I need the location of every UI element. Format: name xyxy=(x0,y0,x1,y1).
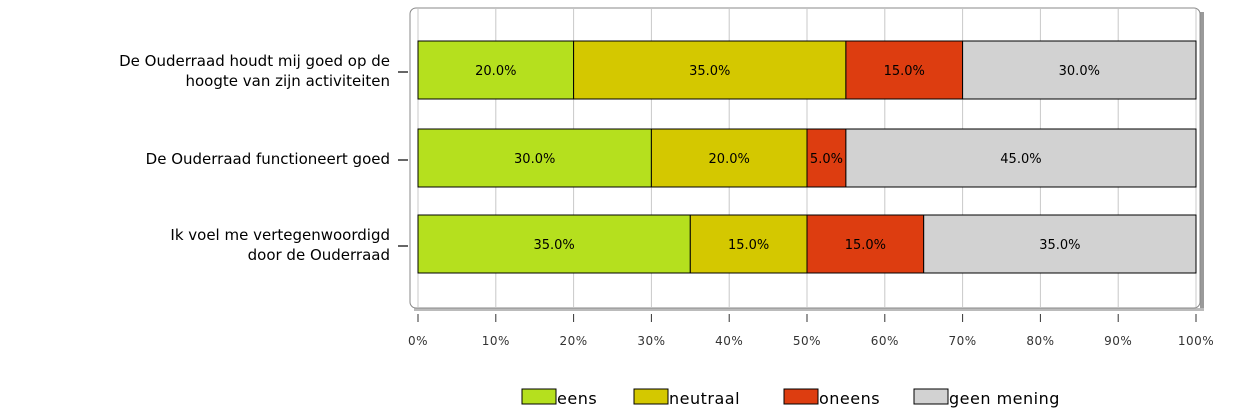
bar-segment-oneens xyxy=(845,40,964,100)
legend-label-geen-mening: geen mening xyxy=(949,389,1060,408)
x-tick-label: 30% xyxy=(637,334,665,348)
x-tick-label: 80% xyxy=(1026,334,1054,348)
legend-label-neutraal: neutraal xyxy=(669,389,740,408)
x-axis: 0% 10% 20% 30% 40% 50% 60% 70% 80% 90% 100% xyxy=(408,314,1214,348)
category-label: Ik voel me vertegenwoordigd xyxy=(170,226,390,244)
bar-segment-oneens xyxy=(806,214,925,274)
x-tick-label: 70% xyxy=(949,334,977,348)
x-tick-label: 60% xyxy=(871,334,899,348)
bar-value-label: 15.0% xyxy=(845,238,886,253)
bar-segment-neutraal xyxy=(650,128,808,188)
bar-value-label: 30.0% xyxy=(1059,64,1100,79)
bar-value-label: 35.0% xyxy=(689,64,730,79)
bar-value-label: 35.0% xyxy=(1039,238,1080,253)
category-labels: De Ouderraad houdt mij goed op de hoogte … xyxy=(119,52,408,264)
bar-segment-geen-mening xyxy=(845,128,1197,188)
bars xyxy=(417,40,1197,274)
legend-swatch-eens xyxy=(521,388,557,405)
bar-segment-geen-mening xyxy=(923,214,1197,274)
bar-value-label: 15.0% xyxy=(728,238,769,253)
legend-swatch-geen-mening xyxy=(913,388,949,405)
bar-labels: 20.0% 35.0% 15.0% 30.0% 30.0% 20.0% 5.0% 45.0% 3… xyxy=(475,64,1100,253)
legend-label-eens: eens xyxy=(557,389,597,408)
category-label: De Ouderraad functioneert goed xyxy=(146,150,390,168)
category-label: door de Ouderraad xyxy=(248,246,390,264)
legend-label-oneens: oneens xyxy=(819,389,880,408)
x-tick-label: 90% xyxy=(1104,334,1132,348)
legend-swatch-oneens xyxy=(783,388,819,405)
bar-value-label: 30.0% xyxy=(514,152,555,167)
bar-value-label: 15.0% xyxy=(884,64,925,79)
bar-segment-eens xyxy=(417,214,691,274)
legend: eens neutraal oneens geen mening xyxy=(521,388,1060,408)
plot-shadow-right xyxy=(1200,12,1204,310)
bar-value-label: 5.0% xyxy=(810,152,843,167)
bar-segment-eens xyxy=(417,128,652,188)
x-tick-label: 10% xyxy=(482,334,510,348)
x-tick-label: 0% xyxy=(408,334,428,348)
legend-swatch-neutraal xyxy=(633,388,669,405)
bar-value-label: 35.0% xyxy=(533,238,574,253)
bar-segment-neutraal xyxy=(689,214,808,274)
category-label: De Ouderraad houdt mij goed op de xyxy=(119,52,390,70)
bar-value-label: 20.0% xyxy=(709,152,750,167)
bar-value-label: 45.0% xyxy=(1000,152,1041,167)
x-tick-label: 20% xyxy=(560,334,588,348)
plot-shadow-bottom xyxy=(414,308,1204,311)
bar-segment-geen-mening xyxy=(962,40,1197,100)
x-tick-label: 40% xyxy=(715,334,743,348)
bar-value-label: 20.0% xyxy=(475,64,516,79)
x-tick-label: 100% xyxy=(1178,334,1214,348)
bar-segment-neutraal xyxy=(573,40,847,100)
category-label: hoogte van zijn activiteiten xyxy=(185,72,390,90)
plot-shadow xyxy=(414,12,1204,311)
bar-segment-oneens xyxy=(806,128,847,188)
x-tick-label: 50% xyxy=(793,334,821,348)
